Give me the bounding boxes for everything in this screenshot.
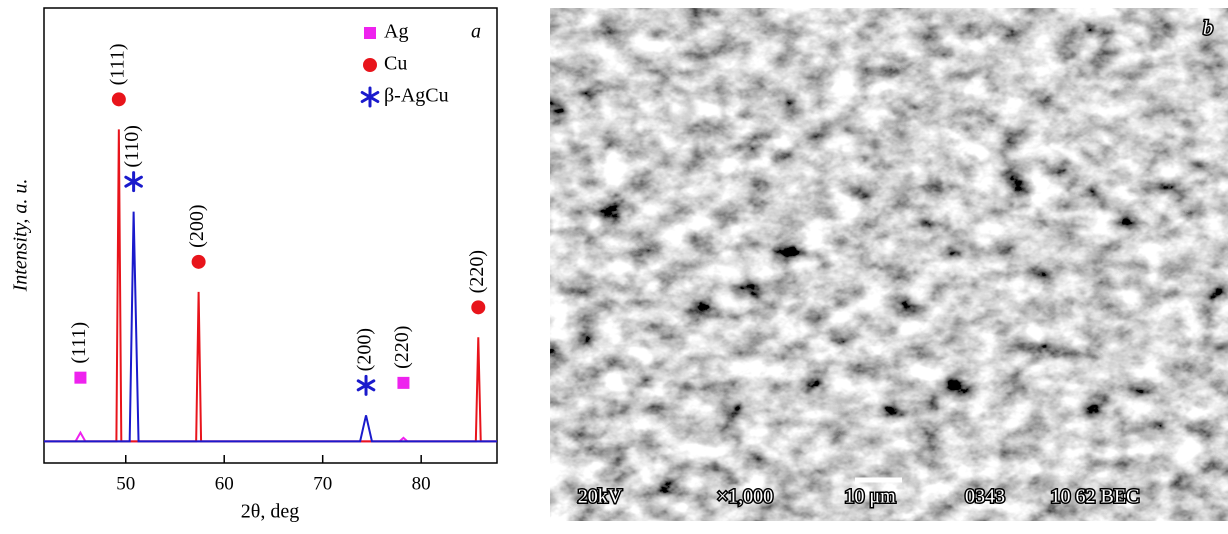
- x-tick-label: 80: [412, 473, 431, 494]
- legend-marker: [363, 58, 377, 72]
- peak-marker: [112, 92, 126, 106]
- x-tick-label: 60: [215, 473, 234, 494]
- image-info: 10 62 BEC: [1051, 486, 1140, 508]
- legend-label: Ag: [384, 21, 408, 43]
- peak-marker: [74, 372, 86, 384]
- peak-marker: [126, 173, 142, 191]
- panel-label: b: [1203, 18, 1213, 40]
- xrd-curve: [44, 433, 497, 442]
- legend-marker: [364, 27, 376, 39]
- image-info: 0343: [965, 486, 1005, 508]
- peak-marker: [471, 300, 485, 314]
- legend-label: β-AgCu: [384, 85, 449, 107]
- peak-label: (111): [106, 43, 128, 85]
- micrograph: [550, 8, 1228, 521]
- peak-label: (110): [121, 125, 143, 168]
- image-info: ×1,000: [717, 486, 773, 508]
- x-tick-label: 70: [313, 473, 332, 494]
- x-tick-label: 50: [116, 473, 135, 494]
- peak-marker: [358, 376, 374, 394]
- peak-label: (200): [186, 205, 208, 248]
- figure: 2θ, deg Intensity, a. u. a b 20kV ×1,000 1…: [0, 0, 1228, 529]
- xrd-curve: [44, 212, 497, 442]
- peak-marker: [397, 377, 409, 389]
- panel-label: a: [471, 21, 481, 43]
- x-axis-label: 2θ, deg: [241, 501, 299, 523]
- image-info: 10 μm: [844, 486, 896, 508]
- peak-label: (111): [68, 322, 90, 364]
- xrd-curve: [44, 129, 497, 441]
- legend-marker: [362, 88, 378, 106]
- peak-label: (200): [354, 328, 376, 371]
- y-axis-label: Intensity, a. u.: [10, 179, 32, 293]
- legend-label: Cu: [384, 53, 407, 75]
- image-info: 20kV: [578, 486, 623, 508]
- peak-label: (220): [466, 250, 488, 293]
- peak-marker: [192, 255, 206, 269]
- sem-image: b 20kV ×1,000 10 μm 0343 10 62 BEC: [550, 8, 1228, 521]
- peak-label: (220): [391, 326, 413, 369]
